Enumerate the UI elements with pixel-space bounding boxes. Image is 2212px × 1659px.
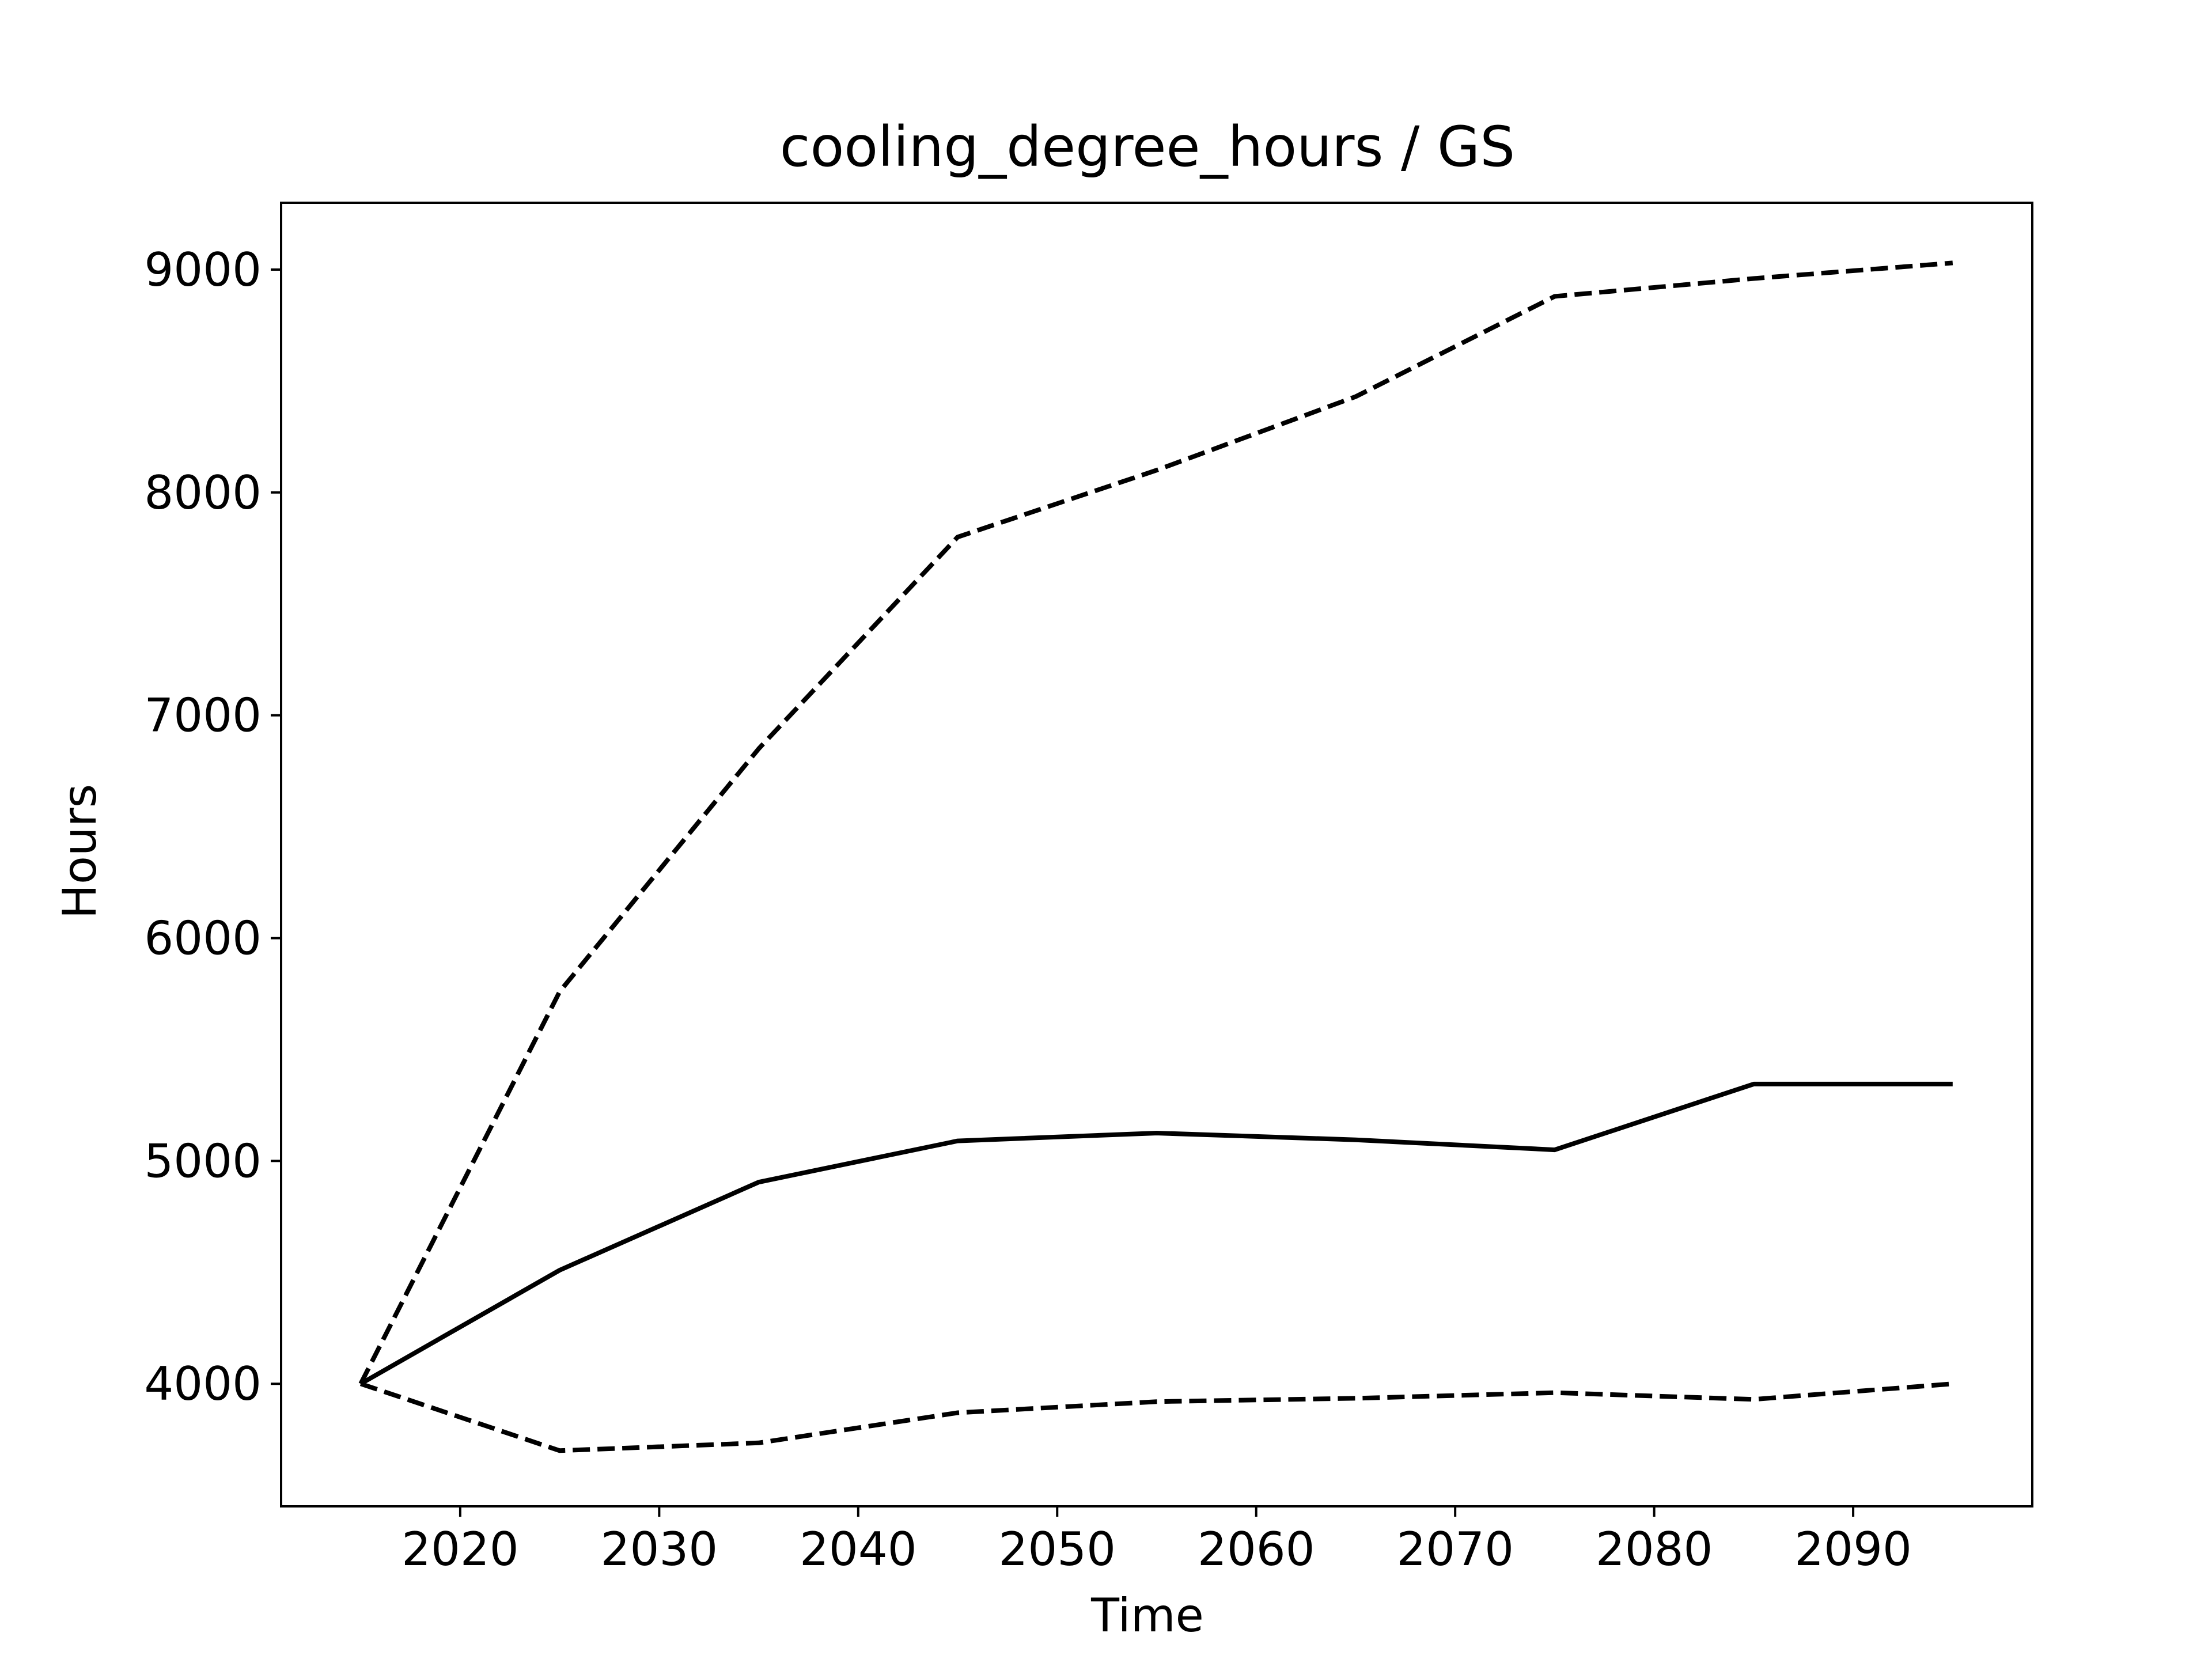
x-tick-label: 2040 — [800, 1522, 917, 1576]
x-tick-label: 2020 — [402, 1522, 519, 1576]
series-line-2 — [358, 260, 1953, 1385]
y-tick-label: 8000 — [144, 466, 262, 520]
y-tick-label: 9000 — [144, 243, 262, 297]
series-line-3 — [359, 1381, 1953, 1453]
x-tick-label: 2080 — [1596, 1522, 1713, 1576]
series-line-1 — [359, 1081, 1953, 1386]
chart-title: cooling_degree_hours / GS — [780, 115, 1515, 179]
x-axis-label: Time — [1090, 1589, 1204, 1642]
y-tick-label: 5000 — [144, 1134, 262, 1188]
y-axis-label: Hours — [53, 784, 107, 919]
x-tick-label: 2050 — [998, 1522, 1116, 1576]
plot-area-frame — [280, 202, 2033, 1508]
x-tick-label: 2090 — [1794, 1522, 1912, 1576]
series-layer — [358, 260, 1953, 1453]
x-tick-label: 2070 — [1396, 1522, 1514, 1576]
axis-ticks: 2020 2030 2040 2050 2060 2070 2080 2090 4000 5000… — [144, 243, 1911, 1576]
x-tick-label: 2030 — [601, 1522, 718, 1576]
y-tick-label: 6000 — [144, 912, 262, 965]
x-tick-label: 2060 — [1198, 1522, 1315, 1576]
y-tick-label: 7000 — [144, 689, 262, 743]
y-tick-label: 4000 — [144, 1357, 262, 1411]
